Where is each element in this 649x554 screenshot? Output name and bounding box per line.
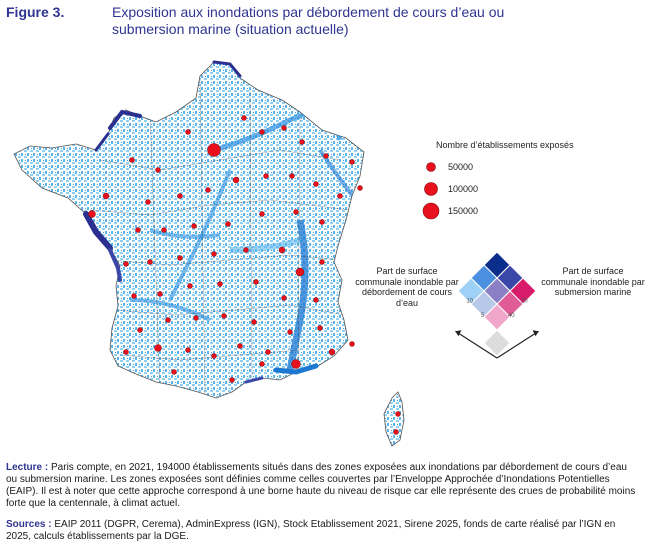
- figure-title: Exposition aux inondations par débordeme…: [112, 4, 505, 37]
- establishment-bubble: [289, 173, 295, 179]
- bivariate-right-axis: [496, 330, 539, 359]
- establishment-bubble: [393, 429, 399, 435]
- legend-bubble-100000: [424, 182, 438, 196]
- establishment-bubble: [154, 344, 162, 352]
- bivariate-right-tick: 20: [521, 299, 528, 305]
- establishment-bubble: [319, 219, 325, 225]
- bivariate-right-label: Part de surface communale inondable par …: [541, 266, 645, 297]
- establishment-bubble: [357, 185, 363, 191]
- establishment-bubble: [185, 347, 191, 353]
- establishment-bubble: [349, 159, 355, 165]
- establishment-bubble: [253, 279, 259, 285]
- establishment-bubble: [287, 329, 293, 335]
- establishment-bubble: [299, 139, 305, 145]
- establishment-bubble: [243, 247, 249, 253]
- establishment-bubble: [241, 115, 247, 121]
- establishment-bubble: [193, 315, 199, 321]
- establishment-bubble: [177, 193, 183, 199]
- bivariate-left-tick: 5: [481, 313, 485, 319]
- legend-label-50000: 50000: [448, 162, 474, 172]
- bivariate-left-tick: 10: [466, 299, 473, 305]
- establishment-bubble: [237, 343, 243, 349]
- establishment-bubble: [191, 223, 197, 229]
- bivariate-left-arrowhead: [455, 330, 462, 337]
- establishment-bubble: [165, 317, 171, 323]
- legend-bubble-150000: [422, 202, 440, 220]
- establishment-bubble: [349, 341, 355, 347]
- establishment-bubble: [155, 167, 161, 173]
- reading-note: Lecture : Paris compte, en 2021, 194000 …: [6, 462, 636, 510]
- bivariate-right-tick: 40: [508, 313, 515, 319]
- establishment-bubble: [225, 221, 231, 227]
- establishment-bubble: [265, 349, 271, 355]
- establishment-bubble: [323, 153, 329, 159]
- establishment-bubble: [177, 255, 183, 261]
- establishment-bubble: [295, 267, 305, 277]
- establishment-bubble: [185, 129, 191, 135]
- reading-note-label: Lecture :: [6, 462, 49, 473]
- legend-bubble-50000: [426, 162, 436, 172]
- bivariate-legend: 10 5 20 40: [455, 251, 539, 359]
- establishment-bubble: [157, 291, 163, 297]
- establishment-bubble: [211, 251, 217, 257]
- establishment-bubble: [205, 187, 211, 193]
- establishment-bubble: [221, 313, 227, 319]
- bivariate-cell-none: [483, 329, 511, 357]
- department-borders: [89, 79, 351, 396]
- establishment-bubble: [161, 227, 167, 233]
- establishment-bubble: [229, 377, 235, 383]
- sources-text: EAIP 2011 (DGPR, Cerema), AdminExpress (…: [6, 519, 616, 542]
- establishment-bubble: [395, 411, 401, 417]
- bivariate-left-axis: [455, 330, 498, 359]
- establishment-bubble: [263, 173, 269, 179]
- establishment-bubble: [135, 227, 141, 233]
- establishment-bubble: [129, 157, 135, 163]
- sources: Sources : EAIP 2011 (DGPR, Cerema), Admi…: [6, 519, 636, 543]
- establishment-bubble: [232, 176, 240, 184]
- establishment-bubble: [313, 297, 319, 303]
- reading-note-text: Paris compte, en 2021, 194000 établissem…: [6, 462, 636, 509]
- establishment-bubble: [278, 246, 286, 254]
- establishment-bubble: [291, 359, 301, 369]
- establishment-bubble: [102, 192, 110, 200]
- establishment-bubble: [123, 261, 129, 267]
- bivariate-right-arrowhead: [532, 330, 539, 337]
- establishment-bubble: [259, 211, 265, 217]
- establishment-bubble: [187, 283, 193, 289]
- establishment-bubble: [251, 319, 257, 325]
- establishment-bubble: [319, 259, 325, 265]
- size-legend: [422, 162, 440, 220]
- establishment-bubble: [171, 369, 177, 375]
- establishment-bubble: [145, 199, 151, 205]
- establishment-bubble: [259, 361, 265, 367]
- establishment-bubble: [281, 125, 287, 131]
- establishment-bubble: [313, 181, 319, 187]
- establishment-bubble: [337, 193, 343, 199]
- france-map: 10 5 20 40: [13, 60, 539, 447]
- establishment-bubble: [281, 295, 287, 301]
- establishment-bubble: [137, 327, 143, 333]
- establishment-bubble: [147, 259, 153, 265]
- corsica: [383, 391, 405, 447]
- figure-label: Figure 3.: [6, 4, 65, 20]
- establishment-bubble: [123, 349, 129, 355]
- establishment-bubble: [317, 325, 323, 331]
- establishment-bubble: [328, 348, 336, 356]
- establishment-bubble: [207, 143, 221, 157]
- establishment-bubble: [217, 281, 223, 287]
- establishment-bubble: [293, 209, 299, 215]
- bivariate-left-label: Part de surface communale inondable par …: [355, 266, 459, 308]
- establishment-bubble: [259, 129, 265, 135]
- establishment-bubbles: [88, 115, 401, 435]
- coastal-submersion: [83, 60, 319, 384]
- legend-title: Nombre d’établissements exposés: [436, 140, 574, 150]
- establishment-bubble: [131, 293, 137, 299]
- establishment-bubble: [88, 210, 96, 218]
- sources-label: Sources :: [6, 519, 52, 530]
- legend-label-150000: 150000: [448, 206, 479, 216]
- legend-label-100000: 100000: [448, 184, 479, 194]
- establishment-bubble: [211, 353, 217, 359]
